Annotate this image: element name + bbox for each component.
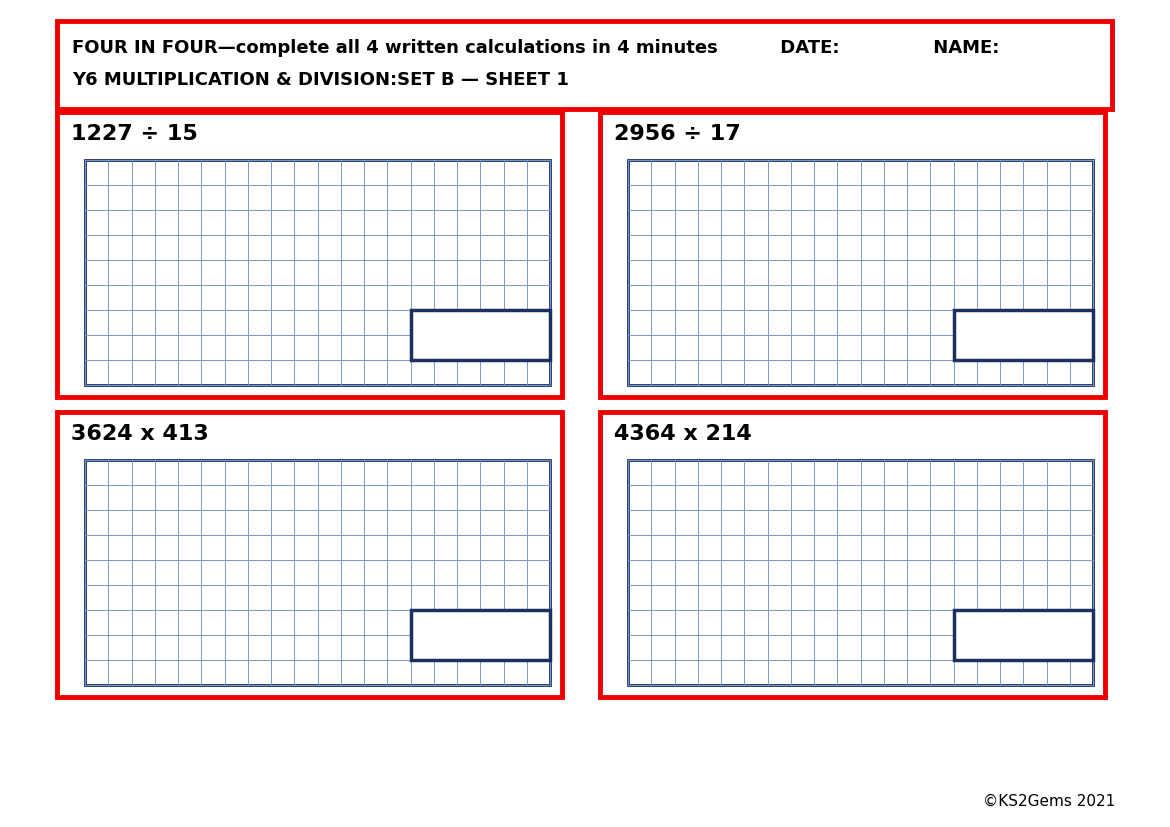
Text: Y6 MULTIPLICATION & DIVISION:SET B — SHEET 1: Y6 MULTIPLICATION & DIVISION:SET B — SHE… — [73, 71, 569, 89]
Text: 3624 x 413: 3624 x 413 — [71, 424, 208, 444]
Bar — [411, 610, 550, 660]
Bar — [57, 112, 562, 397]
Text: ©KS2Gems 2021: ©KS2Gems 2021 — [983, 794, 1115, 809]
Bar — [57, 412, 562, 697]
Bar — [411, 310, 550, 360]
Bar — [85, 160, 550, 385]
Bar — [628, 460, 1093, 685]
Bar — [600, 112, 1104, 397]
Text: 1227 ÷ 15: 1227 ÷ 15 — [71, 124, 198, 144]
Bar — [954, 310, 1093, 360]
Bar — [628, 160, 1093, 385]
Text: 2956 ÷ 17: 2956 ÷ 17 — [614, 124, 741, 144]
Bar — [954, 610, 1093, 660]
Text: 4364 x 214: 4364 x 214 — [614, 424, 752, 444]
Bar — [600, 412, 1104, 697]
Bar — [57, 21, 1111, 109]
Bar — [85, 460, 550, 685]
Text: FOUR IN FOUR—complete all 4 written calculations in 4 minutes          DATE:    : FOUR IN FOUR—complete all 4 written calc… — [73, 39, 999, 57]
